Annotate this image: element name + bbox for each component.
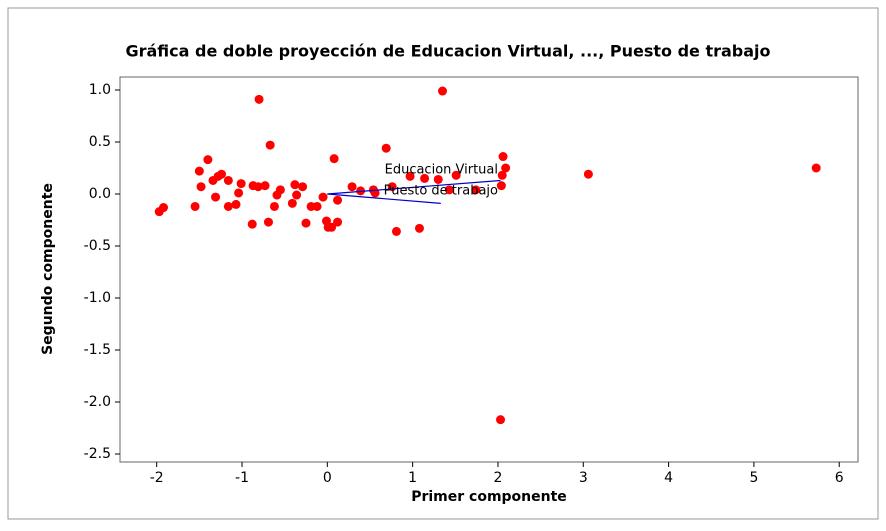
plot-area [119,76,859,463]
point [190,201,200,211]
point [247,219,257,229]
y-tick-label: -1.5 [84,342,111,358]
x-tick-label: 3 [579,470,588,486]
point [471,185,481,195]
y-tick-label: 1.0 [89,82,111,98]
loading-label: Educacion Virtual [385,163,498,178]
point [391,226,401,236]
y-tick-label: 0.0 [89,186,111,202]
point [333,195,343,205]
point [211,192,221,202]
point [333,217,343,227]
x-tick-label: 5 [749,470,758,486]
x-tick-label: -1 [235,470,249,486]
y-tick-label: 0.5 [89,134,111,150]
x-axis-label: Primer componente [411,489,567,505]
point [301,218,311,228]
point [497,170,507,180]
point [438,86,448,96]
point [329,154,339,164]
y-tick-label: -0.5 [84,238,111,254]
point [811,163,821,173]
x-tick-label: -2 [150,470,164,486]
point [159,203,169,213]
point [414,223,424,233]
point [194,166,204,176]
point [583,169,593,179]
point [444,185,454,195]
loading-label: Puesto de trabajo [384,184,498,199]
x-tick-label: 6 [835,470,844,486]
point [203,155,213,165]
y-tick-label: -2.0 [84,394,111,410]
point [231,199,241,209]
point [496,181,506,191]
y-tick-label: -1.0 [84,290,111,306]
y-tick-label: -2.5 [84,446,111,462]
point [196,182,206,192]
x-tick-label: 4 [664,470,673,486]
loading-vector [327,193,441,204]
point [290,180,300,190]
point [263,217,273,227]
x-tick-label: 2 [493,470,502,486]
point [275,185,285,195]
point [236,179,246,189]
point [496,415,506,425]
x-tick-label: 0 [323,470,332,486]
point [265,140,275,150]
y-axis-label: Segundo componente [40,183,56,355]
point [451,170,461,180]
point [318,192,328,202]
point [433,174,443,184]
point [420,173,430,183]
point [501,163,511,173]
loading-vector [327,179,501,195]
point [381,143,391,153]
point [269,201,279,211]
point [498,152,508,162]
point [292,190,302,200]
point [327,222,337,232]
point [217,169,227,179]
x-tick-label: 1 [408,470,417,486]
point [223,201,233,211]
point [253,182,263,192]
point [347,182,357,192]
point [254,94,264,104]
point [260,181,270,191]
point [223,175,233,185]
point [298,182,308,192]
point [287,198,297,208]
point [234,188,244,198]
chart-title: Gráfica de doble proyección de Educacion… [125,42,770,61]
point [405,171,415,181]
point [312,201,322,211]
